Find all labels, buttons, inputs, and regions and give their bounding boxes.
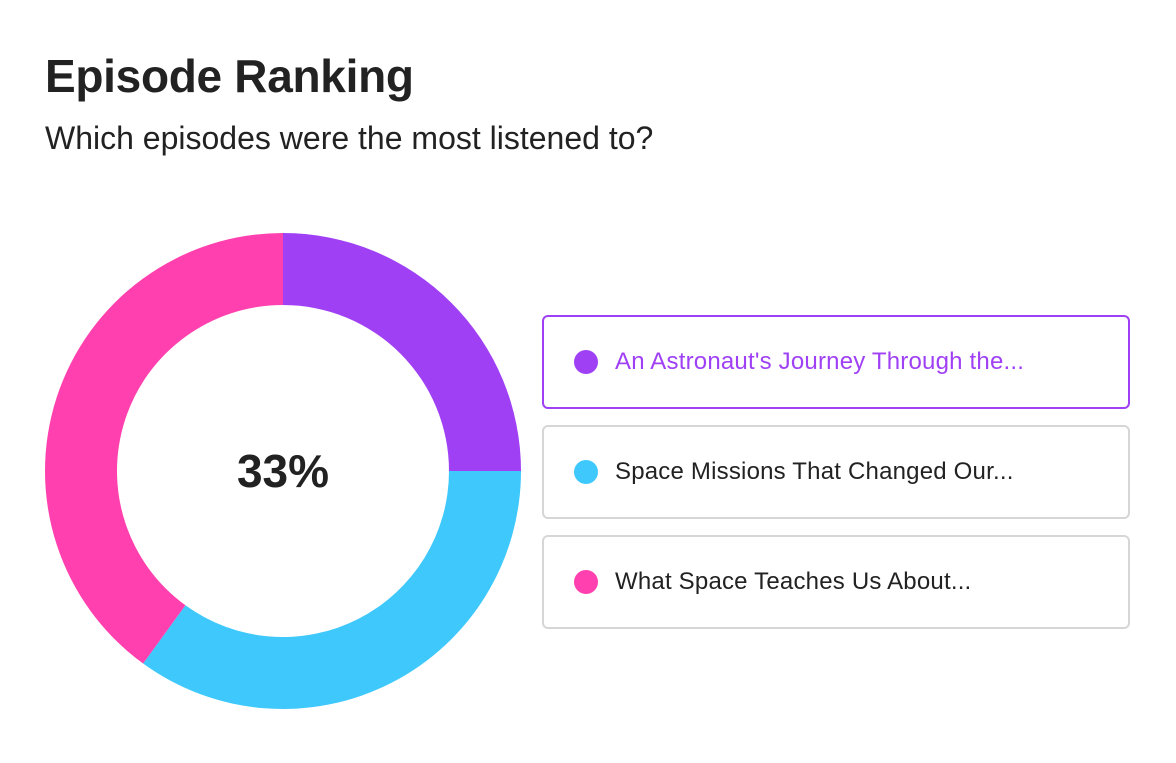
legend-dot-0 xyxy=(574,350,598,374)
chart-subtitle: Which episodes were the most listened to… xyxy=(45,120,654,156)
legend-label-1: Space Missions That Changed Our... xyxy=(615,458,1014,485)
legend-item-1[interactable]: Space Missions That Changed Our... xyxy=(542,425,1130,519)
legend-item-2[interactable]: What Space Teaches Us About... xyxy=(542,535,1130,629)
donut-chart: 33% xyxy=(40,228,526,714)
legend-dot-1 xyxy=(574,460,598,484)
donut-slice-0[interactable] xyxy=(283,233,521,471)
legend-dot-2 xyxy=(574,570,598,594)
chart-title: Episode Ranking xyxy=(45,50,414,102)
legend-label-2: What Space Teaches Us About... xyxy=(615,568,972,595)
legend: An Astronaut's Journey Through the... Sp… xyxy=(542,315,1130,645)
donut-slice-2[interactable] xyxy=(44,232,283,664)
donut-slice-1[interactable] xyxy=(143,471,521,710)
legend-item-0[interactable]: An Astronaut's Journey Through the... xyxy=(542,315,1130,409)
donut-slices xyxy=(44,232,521,710)
center-percentage-label: 33% xyxy=(237,445,329,497)
legend-label-0: An Astronaut's Journey Through the... xyxy=(615,348,1025,375)
donut-chart-svg: 33% xyxy=(44,232,521,710)
